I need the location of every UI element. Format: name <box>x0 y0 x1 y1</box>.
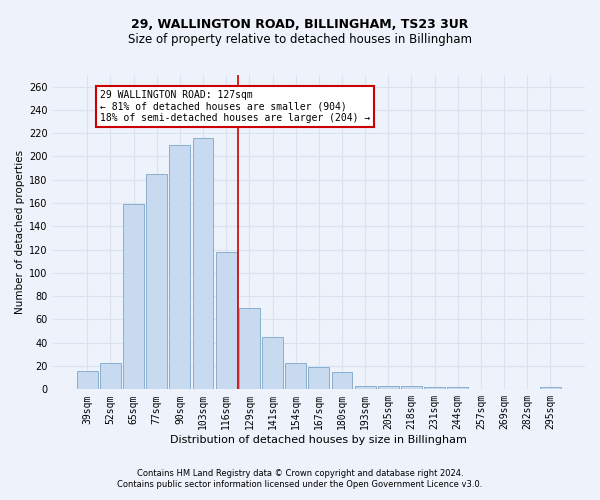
Y-axis label: Number of detached properties: Number of detached properties <box>15 150 25 314</box>
Bar <box>77 370 98 390</box>
Bar <box>378 386 399 390</box>
Text: Contains HM Land Registry data © Crown copyright and database right 2024.: Contains HM Land Registry data © Crown c… <box>137 468 463 477</box>
Text: Size of property relative to detached houses in Billingham: Size of property relative to detached ho… <box>128 32 472 46</box>
Bar <box>308 367 329 390</box>
Bar <box>216 252 236 390</box>
Bar <box>424 387 445 390</box>
X-axis label: Distribution of detached houses by size in Billingham: Distribution of detached houses by size … <box>170 435 467 445</box>
Bar <box>332 372 352 390</box>
Bar <box>169 145 190 390</box>
Text: 29, WALLINGTON ROAD, BILLINGHAM, TS23 3UR: 29, WALLINGTON ROAD, BILLINGHAM, TS23 3U… <box>131 18 469 30</box>
Bar <box>355 386 376 390</box>
Bar <box>401 386 422 390</box>
Text: Contains public sector information licensed under the Open Government Licence v3: Contains public sector information licen… <box>118 480 482 489</box>
Bar <box>540 387 561 390</box>
Bar <box>146 174 167 390</box>
Bar <box>239 308 260 390</box>
Bar <box>448 387 468 390</box>
Bar <box>100 362 121 390</box>
Bar <box>193 138 214 390</box>
Bar <box>262 337 283 390</box>
Bar <box>123 204 144 390</box>
Text: 29 WALLINGTON ROAD: 127sqm
← 81% of detached houses are smaller (904)
18% of sem: 29 WALLINGTON ROAD: 127sqm ← 81% of deta… <box>100 90 370 124</box>
Bar <box>285 362 306 390</box>
